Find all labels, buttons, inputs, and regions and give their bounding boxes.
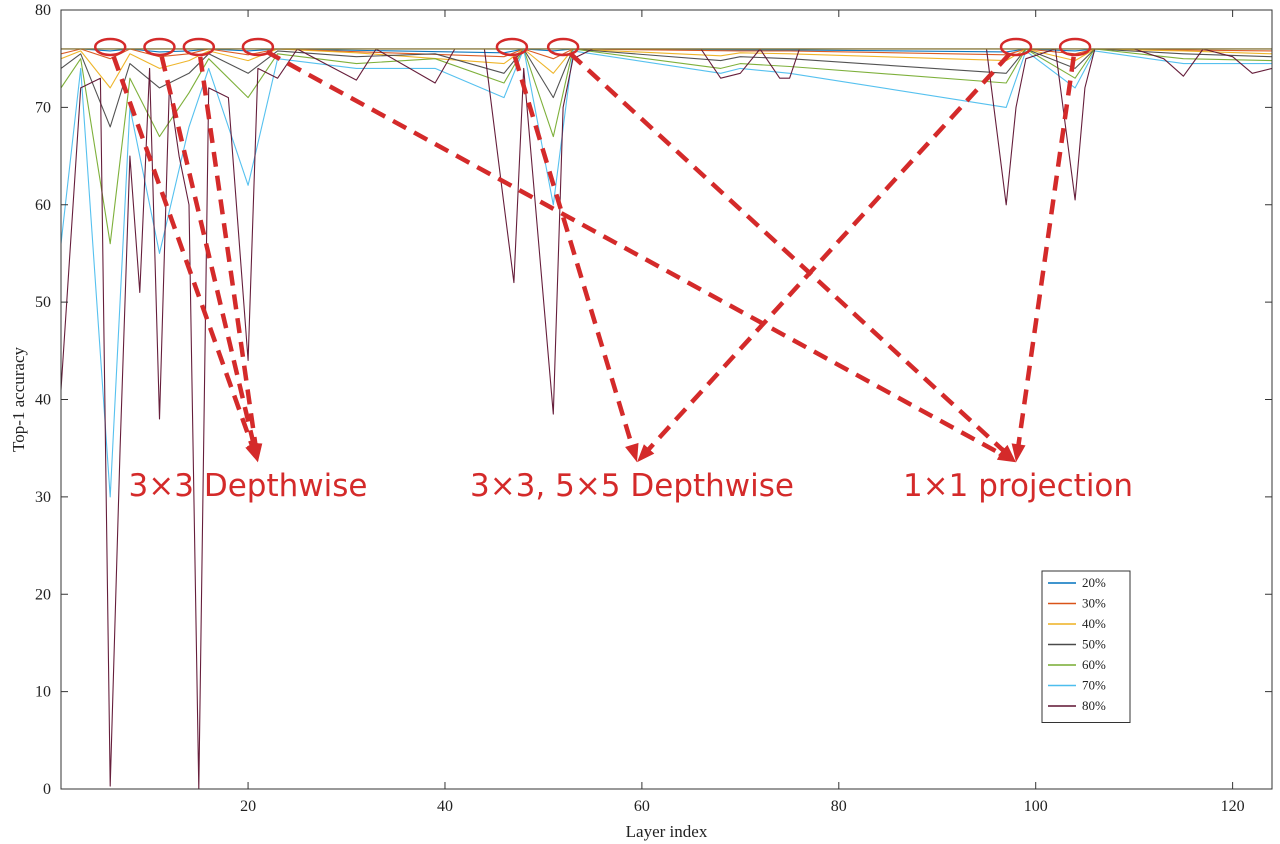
x-tick-label: 80 [831, 798, 847, 815]
x-axis-label: Layer index [626, 822, 708, 841]
highlight-ellipse [93, 37, 127, 57]
y-tick-label: 40 [35, 392, 51, 409]
y-tick-label: 0 [43, 781, 51, 798]
y-tick-label: 30 [35, 489, 51, 506]
y-tick-label: 70 [35, 99, 51, 116]
annotation-arrow [265, 49, 1007, 459]
annotation-arrow [111, 55, 257, 452]
legend-entry: 40% [1082, 616, 1106, 631]
highlight-ellipse [143, 37, 176, 57]
annotation-arrow [198, 56, 259, 451]
annotation-arrow [512, 55, 636, 452]
y-tick-label: 20 [35, 586, 51, 603]
legend-layer: 20% 30% 40% 50% 60% 70% 80% [1041, 570, 1131, 723]
legend-entry: 60% [1082, 657, 1106, 672]
annotation-arrowhead [248, 443, 263, 463]
annotation-arrowhead [625, 442, 639, 463]
annotation-arrow [643, 52, 1011, 455]
highlight-ellipse [182, 37, 216, 57]
annotation-label: 3×3, 5×5 Depthwise [470, 468, 794, 504]
annotation-label: 1×1 projection [903, 468, 1133, 504]
annotation-arrowhead [1011, 443, 1026, 463]
annotation-arrow [159, 56, 258, 452]
series-line-30pct [61, 48, 1272, 60]
y-tick-label: 50 [35, 294, 51, 311]
highlight-ellipse [241, 37, 275, 57]
legend-box [1041, 570, 1131, 723]
highlight-ellipse [999, 37, 1033, 57]
x-tick-label: 60 [634, 798, 650, 815]
legend-entry: 70% [1082, 678, 1106, 693]
x-tick-label: 20 [240, 798, 256, 815]
axes-layer: 0 10 20 30 40 50 60 70 80 20 40 60 80 100 120 Layer ind… [9, 2, 1273, 841]
legend-entry: 50% [1082, 637, 1106, 652]
x-tick-label: 100 [1024, 798, 1048, 815]
x-tick-label: 40 [437, 798, 453, 815]
legend-entry: 20% [1082, 575, 1106, 590]
annotation-layer: 3×3 Depthwise 3×3, 5×5 Depthwise 1×1 proje… [93, 37, 1133, 504]
y-tick-label: 60 [35, 197, 51, 214]
y-tick-label: 10 [35, 684, 51, 701]
annotation-arrow [1015, 56, 1076, 451]
legend-entry: 80% [1082, 698, 1106, 713]
y-tick-label: 80 [35, 2, 51, 19]
x-tick-label: 120 [1221, 798, 1245, 815]
highlight-ellipse [546, 37, 580, 57]
legend-entry: 30% [1082, 596, 1106, 611]
series-line-60pct [61, 48, 1272, 245]
highlight-ellipse [1058, 37, 1092, 57]
annotation-arrowhead [637, 444, 655, 463]
highlight-ellipse [495, 37, 529, 57]
y-axis-label: Top-1 accuracy [9, 347, 28, 452]
annotation-arrow [568, 52, 1009, 456]
series-line-50pct [61, 48, 1272, 128]
annotation-arrowhead [998, 444, 1016, 463]
annotation-label: 3×3 Depthwise [129, 468, 368, 504]
